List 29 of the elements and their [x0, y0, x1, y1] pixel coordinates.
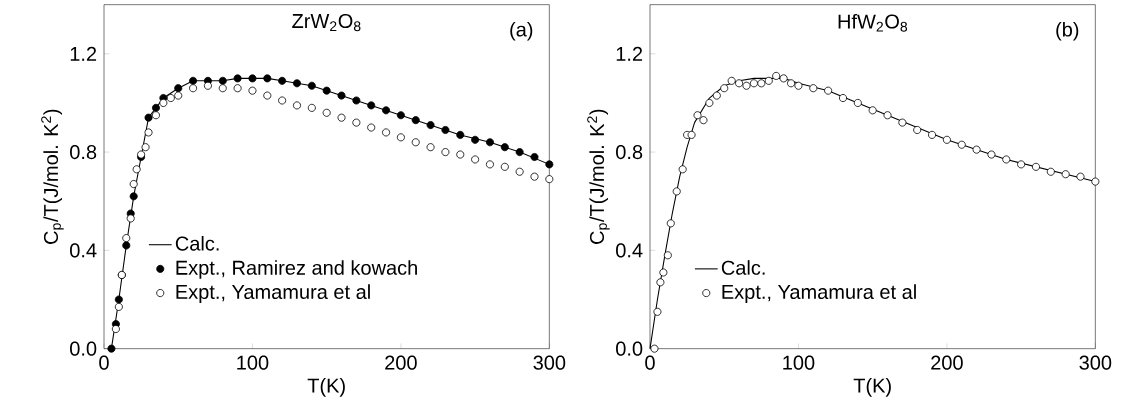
y-tick-label: 1.2: [616, 46, 643, 61]
x-tick-label: 100: [237, 355, 269, 370]
x-tick-label: 300: [533, 355, 566, 370]
legend-label: Expt., Ramirez and kowach: [176, 260, 417, 279]
x-tick-label: 200: [931, 355, 963, 370]
x-tick-label: 200: [385, 355, 417, 370]
y-tick-label: 1.2: [70, 46, 97, 61]
y-axis-title: C$_{p}$/T(J/mol. K$^{2}$): [587, 109, 610, 244]
legend-label: Calc.: [721, 260, 765, 275]
x-tick-label: 0: [99, 355, 109, 370]
x-axis-title: T(K): [853, 378, 891, 397]
y-tick-label: 0.8: [70, 145, 97, 160]
annotation: (a): [510, 21, 533, 41]
legend-label: Expt., Yamamura et al: [722, 284, 916, 303]
chart-title: HfW$_{2}$O$_{8}$: [838, 13, 908, 32]
legend-label: Calc.: [175, 235, 219, 251]
annotation: (b): [1056, 21, 1079, 41]
x-tick-label: 100: [783, 355, 815, 370]
y-tick-label: 0.4: [70, 243, 97, 258]
y-tick-label: 0.4: [616, 243, 643, 258]
chart-title: ZrW$_{2}$O$_{8}$: [292, 13, 361, 32]
y-tick-label: 0.8: [616, 145, 643, 160]
y-axis-title: C$_{p}$/T(J/mol. K$^{2}$): [41, 109, 64, 244]
x-tick-label: 0: [645, 355, 655, 370]
y-tick-label: 0.0: [70, 341, 97, 356]
legend-label: Expt., Yamamura et al: [176, 284, 370, 303]
y-tick-label: 0.0: [616, 341, 643, 356]
x-tick-label: 300: [1079, 355, 1112, 370]
x-axis-title: T(K): [307, 378, 345, 397]
